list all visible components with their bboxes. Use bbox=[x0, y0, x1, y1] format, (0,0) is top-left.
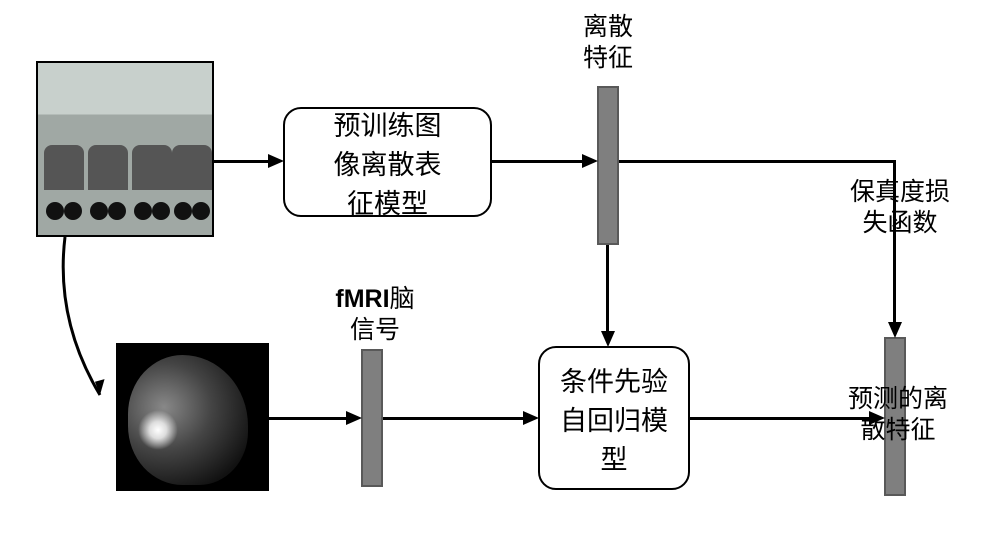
arrow-line bbox=[383, 417, 523, 420]
arrow-head-down bbox=[601, 331, 615, 347]
arrow-line bbox=[690, 417, 869, 420]
fmri-feature-bar bbox=[361, 349, 383, 487]
fmri-signal-label: fMRI脑信号 bbox=[315, 284, 435, 347]
fidelity-loss-label: 保真度损失函数 bbox=[830, 177, 970, 240]
arrow-head-right bbox=[346, 411, 362, 425]
input-stimulus-image bbox=[36, 61, 214, 237]
arrow-line bbox=[269, 417, 346, 420]
discrete-feature-bar bbox=[597, 86, 619, 245]
arrow-line bbox=[619, 160, 896, 163]
arrow-head-right bbox=[869, 411, 885, 425]
fmri-bold: fMRI bbox=[335, 285, 389, 313]
pretrain-model-text: 预训练图像离散表征模型 bbox=[334, 104, 442, 221]
autoregressive-model-text: 条件先验自回归模型 bbox=[560, 360, 668, 477]
arrow-head-right bbox=[582, 154, 598, 168]
curved-arrow-path bbox=[63, 237, 100, 395]
arrow-head-down bbox=[888, 322, 902, 338]
arrow-line bbox=[214, 160, 268, 163]
arrow-line bbox=[606, 245, 609, 331]
strollers-placeholder bbox=[38, 63, 212, 235]
autoregressive-model-box: 条件先验自回归模型 bbox=[538, 346, 690, 490]
predicted-feature-label: 预测的离散特征 bbox=[833, 384, 963, 447]
arrow-head-right bbox=[523, 411, 539, 425]
arrow-head-right bbox=[268, 154, 284, 168]
arrow-line bbox=[893, 160, 896, 322]
brain-placeholder bbox=[118, 345, 267, 489]
arrow-line bbox=[492, 160, 582, 163]
curved-arrow-head bbox=[90, 376, 108, 395]
discrete-feature-label: 离散特征 bbox=[573, 12, 643, 75]
brain-image bbox=[116, 343, 269, 491]
pretrain-model-box: 预训练图像离散表征模型 bbox=[283, 107, 492, 217]
